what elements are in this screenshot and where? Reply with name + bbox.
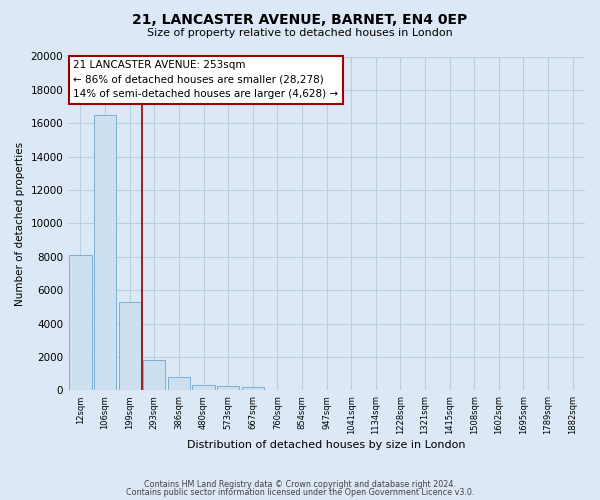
Text: Size of property relative to detached houses in London: Size of property relative to detached ho… [147,28,453,38]
Bar [119,302,141,390]
Bar [193,386,215,390]
Bar [143,360,166,390]
X-axis label: Distribution of detached houses by size in London: Distribution of detached houses by size … [187,440,466,450]
Bar [242,387,264,390]
Text: Contains public sector information licensed under the Open Government Licence v3: Contains public sector information licen… [126,488,474,497]
Bar [70,255,92,390]
Bar [217,386,239,390]
Text: 21 LANCASTER AVENUE: 253sqm
← 86% of detached houses are smaller (28,278)
14% of: 21 LANCASTER AVENUE: 253sqm ← 86% of det… [73,60,338,100]
Bar [94,115,116,390]
Bar [168,377,190,390]
Text: Contains HM Land Registry data © Crown copyright and database right 2024.: Contains HM Land Registry data © Crown c… [144,480,456,489]
Y-axis label: Number of detached properties: Number of detached properties [15,142,25,306]
Text: 21, LANCASTER AVENUE, BARNET, EN4 0EP: 21, LANCASTER AVENUE, BARNET, EN4 0EP [133,12,467,26]
